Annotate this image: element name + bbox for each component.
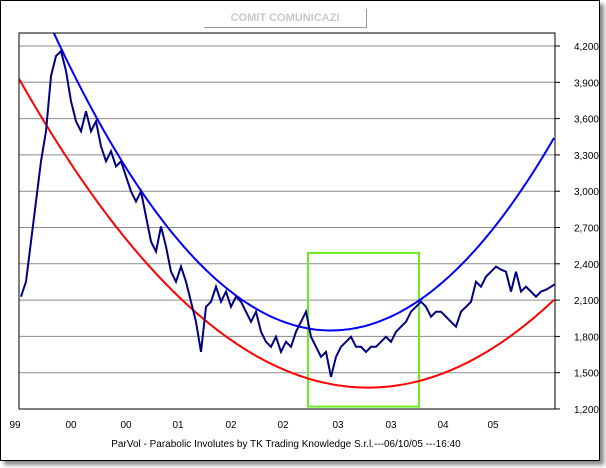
y-tick-label: 1,500: [574, 369, 599, 380]
upper-involute-line: [52, 33, 555, 332]
x-tick-label: 02: [277, 420, 289, 431]
chart-frame: COMIT COMUNICAZI 4,200 3,900 3,600 3,300 3,0…: [0, 0, 600, 461]
x-tick-label: 00: [65, 420, 77, 431]
y-tick-label: 4,200: [574, 42, 599, 53]
y-tick-label: 2,100: [574, 296, 599, 307]
y-tick-label: 3,600: [574, 115, 599, 126]
x-tick-label: 05: [487, 420, 499, 431]
plot-area-border: [18, 32, 556, 410]
y-tick-label: 1,800: [574, 332, 599, 343]
y-tick-label: 3,900: [574, 78, 599, 89]
y-tick-label: 2,700: [574, 224, 599, 235]
x-tick-label: 01: [172, 420, 184, 431]
y-tick-label: 3,300: [574, 151, 599, 162]
lower-involute-line: [19, 78, 555, 389]
chart-footer: ParVol - Parabolic Involutes by TK Tradi…: [111, 439, 461, 450]
price-line: [20, 49, 555, 378]
y-tick-label: 1,200: [574, 405, 599, 416]
y-tick-label: 3,000: [574, 187, 599, 198]
x-tick-label: 99: [9, 420, 21, 431]
chart-svg: 4,200 3,900 3,600 3,300 3,000 2,700 2,400 2,100…: [9, 32, 599, 450]
x-tick-label: 04: [437, 420, 449, 431]
chart-title: COMIT COMUNICAZI: [204, 9, 367, 28]
highlight-box: [307, 251, 420, 408]
y-tick-label: 2,400: [574, 260, 599, 271]
x-tick-label: 00: [120, 420, 132, 431]
x-tick-label: 02: [225, 420, 237, 431]
x-tick-label: 03: [332, 420, 344, 431]
x-tick-label: 03: [385, 420, 397, 431]
